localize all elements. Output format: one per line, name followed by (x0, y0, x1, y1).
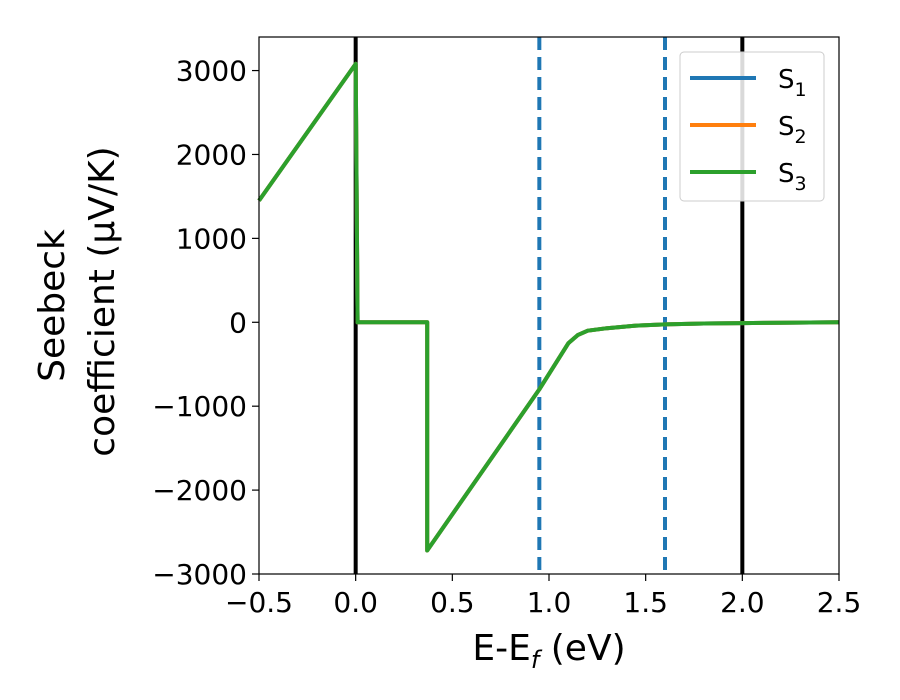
x-tick-label: −0.5 (225, 586, 293, 619)
x-axis-label: E-Ef (eV) (472, 628, 625, 674)
y-axis-ticks: 3000 2000 1000 0 −1000 −2000 −3000 (152, 55, 259, 591)
y-tick-label: 0 (229, 306, 247, 339)
y-axis-label-line1: Seebeck (32, 229, 73, 382)
y-axis-label: Seebeck coefficient (μV/K) (32, 146, 123, 456)
y-tick-label: 2000 (176, 138, 247, 171)
x-tick-label: 1.5 (623, 586, 668, 619)
y-tick-label: 1000 (176, 222, 247, 255)
x-tick-label: 0.0 (333, 586, 378, 619)
x-axis-label-unit: (eV) (539, 628, 625, 669)
x-axis-ticks: −0.5 0.0 0.5 1.0 1.5 2.0 2.5 (225, 574, 861, 619)
y-axis-label-line2: coefficient (μV/K) (82, 146, 123, 456)
legend-label-3: S3 (778, 159, 807, 195)
legend-label-2: S2 (778, 112, 807, 148)
y-tick-label: −1000 (152, 390, 247, 423)
legend-label-1: S1 (778, 65, 807, 101)
y-tick-label: −3000 (152, 558, 247, 591)
series-lines (257, 61, 840, 553)
series-line-3 (257, 61, 840, 553)
x-tick-label: 2.0 (720, 586, 765, 619)
x-tick-label: 1.0 (527, 586, 572, 619)
x-tick-label: 0.5 (430, 586, 475, 619)
legend: S1 S2 S3 (679, 51, 825, 202)
x-axis-label-main: E-E (472, 628, 530, 669)
y-tick-label: −2000 (152, 474, 247, 507)
y-tick-label: 3000 (176, 55, 247, 88)
x-tick-label: 2.5 (817, 586, 862, 619)
